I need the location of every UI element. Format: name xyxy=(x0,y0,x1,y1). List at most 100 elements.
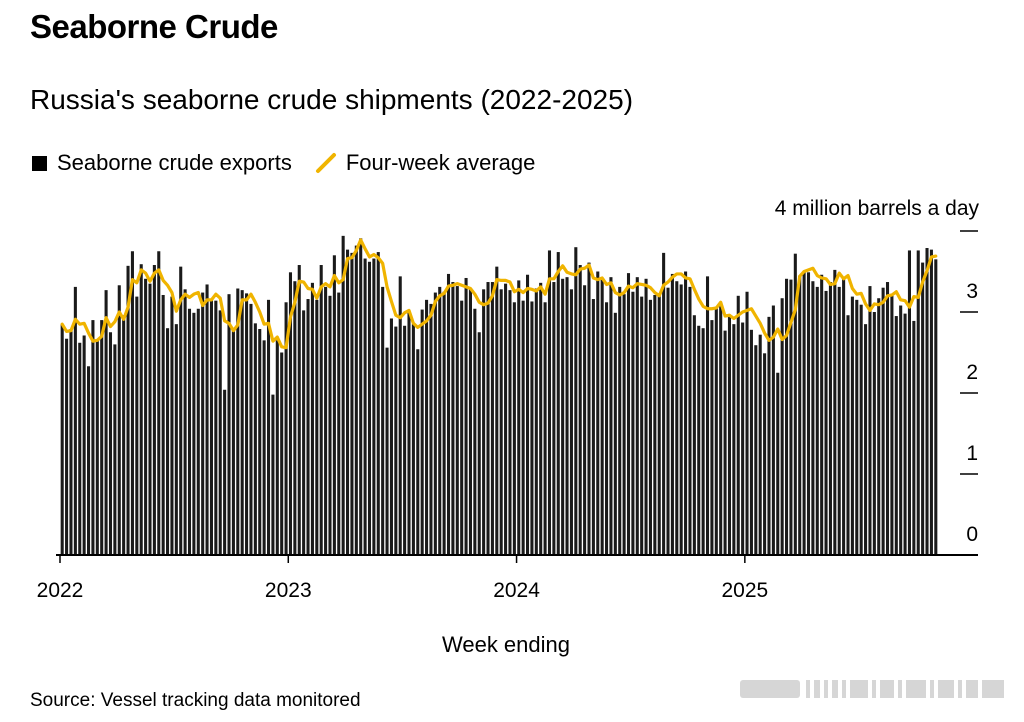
bar xyxy=(547,250,552,555)
bar xyxy=(877,298,881,555)
y-tick-label: 3 xyxy=(966,280,978,303)
bar xyxy=(157,251,161,555)
bar xyxy=(600,278,604,555)
bar xyxy=(591,299,595,555)
bar xyxy=(104,290,108,555)
bar xyxy=(253,323,257,555)
bar xyxy=(108,332,113,555)
bar xyxy=(692,315,696,555)
bar xyxy=(635,277,639,555)
bar xyxy=(850,296,854,555)
bar xyxy=(416,349,420,555)
bar xyxy=(403,325,407,555)
bar xyxy=(73,286,77,555)
bar xyxy=(565,277,569,555)
bar xyxy=(697,325,701,555)
bar xyxy=(881,287,885,555)
bar xyxy=(767,316,771,555)
bar xyxy=(87,366,91,555)
y-tick-label: 0 xyxy=(966,523,978,546)
legend-bar-swatch-icon xyxy=(32,155,47,171)
bar xyxy=(842,277,846,555)
chart-subtitle: Russia's seaborne crude shipments (2022-… xyxy=(30,84,634,115)
bar xyxy=(477,332,481,555)
bar xyxy=(183,289,187,555)
bar xyxy=(833,269,837,555)
bar xyxy=(776,372,780,555)
bar xyxy=(732,324,736,555)
bar xyxy=(341,235,345,556)
bar xyxy=(113,344,117,555)
bar xyxy=(929,249,933,555)
bar xyxy=(530,301,534,555)
bar xyxy=(152,265,156,555)
bar xyxy=(793,253,797,555)
bar xyxy=(187,308,192,555)
bar xyxy=(363,258,367,555)
bar xyxy=(271,394,275,555)
bar xyxy=(811,281,815,555)
bar xyxy=(354,245,358,555)
bar xyxy=(209,299,213,555)
bar xyxy=(433,292,437,555)
bar xyxy=(688,286,692,555)
bar xyxy=(657,293,661,555)
bar xyxy=(139,264,143,555)
bar xyxy=(684,271,688,555)
bar xyxy=(868,286,872,555)
bar xyxy=(526,274,530,555)
bar xyxy=(60,324,64,555)
bar xyxy=(903,313,907,555)
bar xyxy=(275,340,279,555)
bar xyxy=(398,276,402,555)
bar xyxy=(556,252,560,555)
bar xyxy=(820,274,824,555)
bar xyxy=(310,282,314,555)
bar xyxy=(736,295,740,555)
bar xyxy=(280,352,284,555)
bar xyxy=(359,238,363,556)
bar xyxy=(609,277,613,555)
x-axis-label: Week ending xyxy=(442,632,570,657)
bar xyxy=(236,288,240,555)
bar xyxy=(613,312,617,555)
bar xyxy=(376,252,380,555)
bar xyxy=(135,296,139,555)
bar xyxy=(240,290,244,555)
bar xyxy=(666,287,670,555)
bar xyxy=(815,286,819,555)
bar xyxy=(539,282,543,555)
bar xyxy=(266,299,271,555)
bar xyxy=(543,302,547,555)
bar xyxy=(179,266,183,555)
bar xyxy=(504,283,508,555)
source-note: Source: Vessel tracking data monitored xyxy=(30,690,361,711)
bar xyxy=(745,291,749,555)
bar xyxy=(468,288,472,555)
bar xyxy=(587,262,591,555)
bar xyxy=(828,282,832,555)
bar xyxy=(367,261,372,555)
bar xyxy=(921,262,925,555)
bar xyxy=(328,295,332,555)
bar xyxy=(640,296,644,555)
bar xyxy=(95,340,99,555)
bar xyxy=(214,300,218,555)
bar xyxy=(65,338,69,555)
seaborne-crude-chart: 0 1 2 3 4 million barrels a day 2022 2023 2024 2… xyxy=(37,197,980,657)
bar xyxy=(534,288,538,555)
bar xyxy=(170,296,174,555)
four-week-average-line xyxy=(60,238,938,350)
bar xyxy=(117,285,121,555)
legend-line-label: Four-week average xyxy=(345,150,536,175)
bar xyxy=(894,316,898,555)
bar xyxy=(741,322,745,555)
bar xyxy=(785,278,789,555)
bar xyxy=(798,275,802,555)
bar xyxy=(890,294,894,555)
bar xyxy=(126,265,130,555)
bar xyxy=(771,305,775,555)
bar xyxy=(618,286,622,555)
bar xyxy=(885,282,890,555)
bar xyxy=(596,271,600,555)
